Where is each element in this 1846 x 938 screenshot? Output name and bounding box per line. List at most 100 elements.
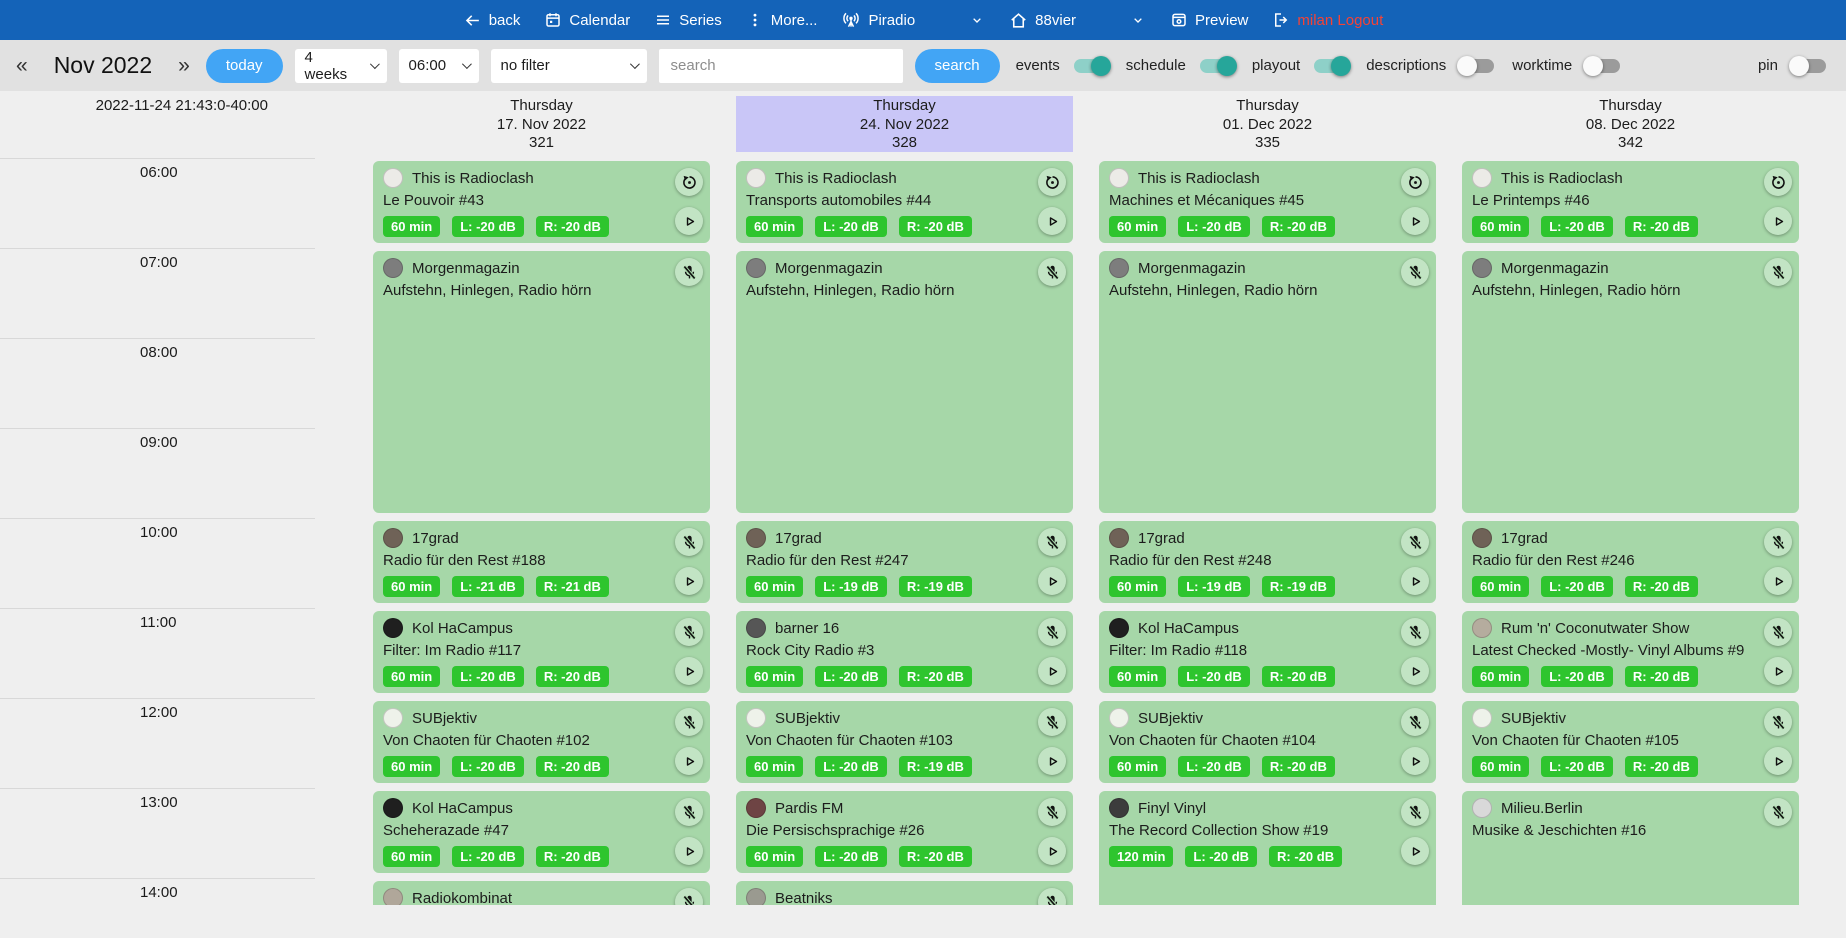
play-button[interactable]	[675, 207, 703, 235]
event-card[interactable]: 17grad Radio für den Rest #188 60 min L: …	[373, 521, 710, 603]
badge-row: 60 min L: -20 dB R: -20 dB	[1109, 756, 1426, 777]
nav-more[interactable]: More...	[746, 11, 817, 29]
search-input[interactable]	[658, 48, 903, 83]
play-button[interactable]	[1401, 657, 1429, 685]
back-button[interactable]: back	[463, 11, 520, 30]
episode-title: Latest Checked -Mostly- Vinyl Albums #9	[1472, 642, 1745, 659]
event-card[interactable]: This is Radioclash Transports automobile…	[736, 161, 1073, 243]
next-week-button[interactable]: »	[178, 53, 190, 77]
toggle-switch[interactable]	[1789, 55, 1826, 76]
event-card[interactable]: Radiokombinat	[373, 881, 710, 905]
channel-dropdown-caret[interactable]	[1130, 12, 1146, 28]
toggle-schedule[interactable]: schedule	[1126, 55, 1237, 76]
event-card[interactable]: Rum 'n' Coconutwater Show Latest Checked…	[1462, 611, 1799, 693]
play-button[interactable]	[675, 567, 703, 595]
event-card[interactable]: Morgenmagazin Aufstehn, Hinlegen, Radio …	[736, 251, 1073, 513]
event-card[interactable]: Milieu.Berlin Musike & Jeschichten #16	[1462, 791, 1799, 905]
toggle-pin[interactable]: pin	[1758, 55, 1826, 76]
preview-button[interactable]: Preview	[1170, 11, 1248, 29]
play-button[interactable]	[1764, 747, 1792, 775]
event-card[interactable]: SUBjektiv Von Chaoten für Chaoten #105 6…	[1462, 701, 1799, 783]
play-button[interactable]	[675, 747, 703, 775]
filter-select[interactable]: no filter	[490, 48, 647, 83]
badge: 60 min	[746, 216, 804, 237]
search-button[interactable]: search	[914, 48, 1000, 83]
toggle-switch[interactable]	[1073, 55, 1111, 76]
play-button[interactable]	[1401, 207, 1429, 235]
play-button[interactable]	[1401, 567, 1429, 595]
event-card[interactable]: Finyl Vinyl The Record Collection Show #…	[1099, 791, 1436, 905]
badge: 60 min	[746, 756, 804, 777]
event-card[interactable]: Kol HaCampus Scheherazade #47 60 min L: -…	[373, 791, 710, 873]
badge: L: -20 dB	[1178, 756, 1250, 777]
toggle-label: worktime	[1512, 57, 1573, 74]
event-card[interactable]: 17grad Radio für den Rest #248 60 min L: …	[1099, 521, 1436, 603]
show-avatar-icon	[1472, 798, 1492, 818]
play-button[interactable]	[1764, 657, 1792, 685]
badge: L: -20 dB	[452, 666, 524, 687]
start-time-select[interactable]: 06:00	[398, 48, 479, 83]
play-button[interactable]	[675, 657, 703, 685]
event-card[interactable]: This is Radioclash Machines et Mécanique…	[1099, 161, 1436, 243]
event-card[interactable]: Morgenmagazin Aufstehn, Hinlegen, Radio …	[1099, 251, 1436, 513]
play-button[interactable]	[1038, 567, 1066, 595]
mic-off-icon	[1038, 618, 1066, 646]
toggle-events[interactable]: events	[1016, 55, 1111, 76]
play-button[interactable]	[1401, 747, 1429, 775]
episode-title: Musike & Jeschichten #16	[1472, 822, 1647, 839]
play-button[interactable]	[1038, 657, 1066, 685]
event-card[interactable]: This is Radioclash Le Pouvoir #43 60 min…	[373, 161, 710, 243]
play-button[interactable]	[1401, 837, 1429, 865]
episode-title: Radio für den Rest #247	[746, 552, 909, 569]
calendar-icon	[544, 11, 562, 29]
today-button[interactable]: today	[205, 48, 283, 83]
mic-off-icon	[1764, 618, 1792, 646]
event-card[interactable]: SUBjektiv Von Chaoten für Chaoten #104 6…	[1099, 701, 1436, 783]
event-card[interactable]: 17grad Radio für den Rest #246 60 min L: …	[1462, 521, 1799, 603]
event-card[interactable]: Beatniks	[736, 881, 1073, 905]
toggle-worktime[interactable]: worktime	[1512, 55, 1621, 76]
episode-title: Radio für den Rest #248	[1109, 552, 1272, 569]
show-name: This is Radioclash	[412, 169, 534, 187]
episode-title: Von Chaoten für Chaoten #105	[1472, 732, 1679, 749]
play-button[interactable]	[1038, 837, 1066, 865]
range-select[interactable]: 4 weeks	[294, 48, 387, 83]
prev-week-button[interactable]: «	[16, 53, 28, 77]
event-card[interactable]: Kol HaCampus Filter: Im Radio #118 60 mi…	[1099, 611, 1436, 693]
badge: R: -20 dB	[898, 666, 972, 687]
show-name: 17grad	[1138, 529, 1185, 547]
toggle-playout[interactable]: playout	[1252, 55, 1352, 76]
play-button[interactable]	[1038, 207, 1066, 235]
show-avatar-icon	[383, 528, 403, 548]
show-name: Morgenmagazin	[775, 259, 883, 277]
event-card[interactable]: Morgenmagazin Aufstehn, Hinlegen, Radio …	[1462, 251, 1799, 513]
toggle-switch[interactable]	[1199, 55, 1237, 76]
toggle-switch[interactable]	[1314, 55, 1352, 76]
toggle-switch[interactable]	[1583, 55, 1621, 76]
event-card[interactable]: 17grad Radio für den Rest #247 60 min L: …	[736, 521, 1073, 603]
nav-channel[interactable]: 88vier	[1009, 11, 1076, 30]
event-card[interactable]: Kol HaCampus Filter: Im Radio #117 60 mi…	[373, 611, 710, 693]
nav-series[interactable]: Series	[654, 11, 722, 29]
mic-off-icon	[1038, 888, 1066, 905]
station-dropdown-caret[interactable]	[969, 12, 985, 28]
play-button[interactable]	[1038, 747, 1066, 775]
toggle-switch[interactable]	[1457, 55, 1495, 76]
event-card[interactable]: barner 16 Rock City Radio #3 60 min L: -2…	[736, 611, 1073, 693]
event-card[interactable]: This is Radioclash Le Printemps #46 60 m…	[1462, 161, 1799, 243]
play-button[interactable]	[1764, 207, 1792, 235]
play-button[interactable]	[1764, 567, 1792, 595]
logout-button[interactable]: milan Logout	[1272, 11, 1383, 29]
toggle-descriptions[interactable]: descriptions	[1366, 55, 1495, 76]
event-card[interactable]: Pardis FM Die Persischsprachige #26 60 m…	[736, 791, 1073, 873]
badge: R: -20 dB	[535, 846, 609, 867]
nav-station[interactable]: Piradio	[841, 10, 915, 30]
day-column: Thursday 17. Nov 2022 321 This is Radioc…	[373, 91, 710, 905]
play-button[interactable]	[675, 837, 703, 865]
event-card[interactable]: SUBjektiv Von Chaoten für Chaoten #103 6…	[736, 701, 1073, 783]
badge: 60 min	[383, 576, 441, 597]
nav-calendar[interactable]: Calendar	[544, 11, 630, 29]
episode-title: Rock City Radio #3	[746, 642, 875, 659]
event-card[interactable]: Morgenmagazin Aufstehn, Hinlegen, Radio …	[373, 251, 710, 513]
event-card[interactable]: SUBjektiv Von Chaoten für Chaoten #102 6…	[373, 701, 710, 783]
